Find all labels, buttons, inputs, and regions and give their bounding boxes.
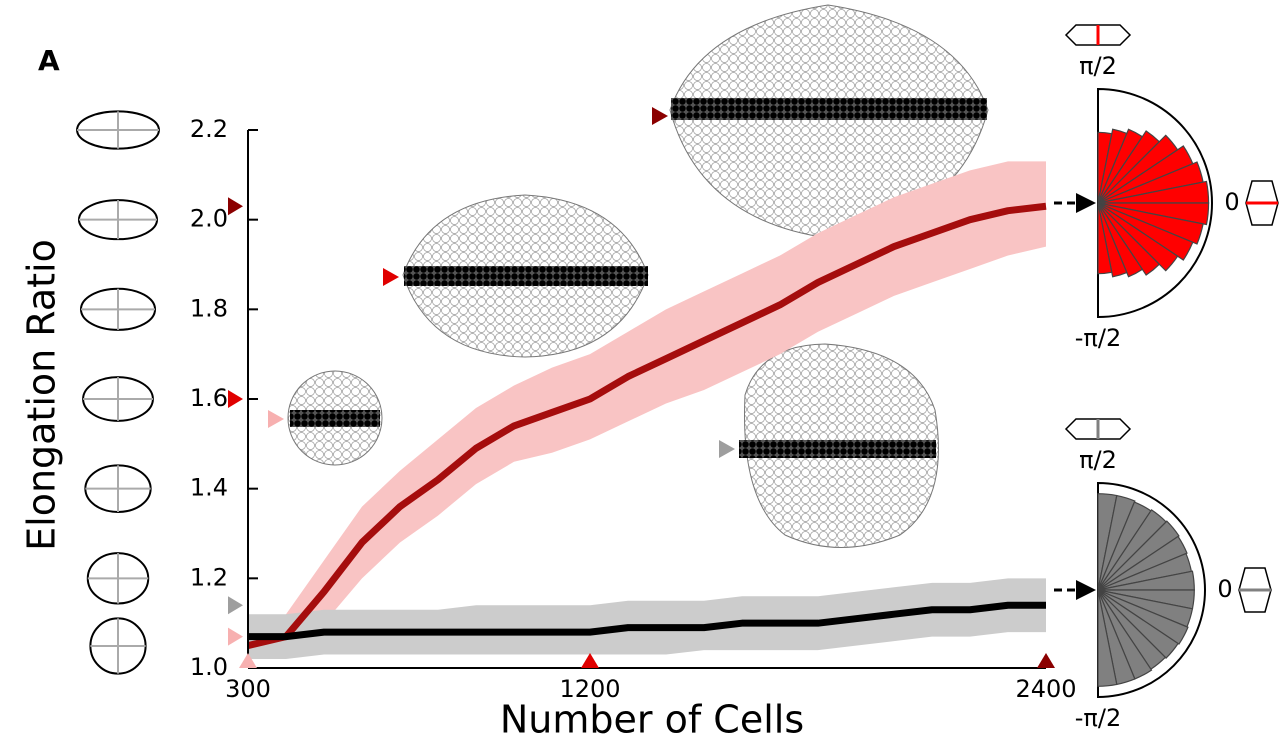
rose-petal bbox=[1097, 535, 1188, 591]
rose-label-bottom: -π/2 bbox=[1075, 704, 1121, 732]
band bbox=[248, 578, 1046, 660]
y-marker bbox=[228, 390, 243, 408]
rose-petal bbox=[1097, 520, 1180, 591]
x-tick-label: 1200 bbox=[559, 675, 620, 703]
rose-petal bbox=[1097, 589, 1179, 659]
y-marker bbox=[228, 197, 243, 216]
y-tick-label: 1.8 bbox=[190, 294, 228, 322]
x-marker bbox=[239, 653, 257, 668]
tissue-large bbox=[652, 4, 989, 239]
rose-label-right: 0 bbox=[1224, 188, 1239, 216]
x-axis-title: Number of Cells bbox=[500, 698, 804, 742]
rose-label-right: 0 bbox=[1217, 575, 1232, 603]
x-tick-label: 300 bbox=[225, 675, 271, 703]
x-marker bbox=[581, 653, 599, 668]
y-tick-label: 1.2 bbox=[190, 563, 228, 591]
tissue-round bbox=[719, 343, 939, 548]
line bbox=[247, 202, 1047, 649]
y-axis-title: Elongation Ratio bbox=[20, 239, 64, 551]
rose-label-top: π/2 bbox=[1079, 52, 1117, 80]
band bbox=[248, 161, 1046, 660]
rose-petal bbox=[1097, 202, 1161, 276]
arrow-head bbox=[1076, 580, 1096, 600]
rose-label-bottom: -π/2 bbox=[1075, 324, 1121, 352]
panel-label: A bbox=[38, 44, 60, 77]
rose-petal bbox=[1097, 202, 1144, 278]
rose-petal bbox=[1097, 589, 1189, 645]
line bbox=[248, 601, 1046, 641]
rose-petal bbox=[1097, 202, 1194, 261]
tissue-images bbox=[268, 4, 989, 548]
y-tick-label: 1.4 bbox=[190, 474, 228, 502]
y-tick-label: 2.2 bbox=[190, 115, 228, 143]
tissue-small bbox=[268, 370, 383, 466]
rose-petal bbox=[1097, 589, 1118, 687]
arrow-head bbox=[1076, 193, 1096, 213]
y-tick-label: 1.6 bbox=[190, 384, 228, 412]
rose-petal bbox=[1097, 202, 1128, 278]
y-marker bbox=[228, 627, 243, 646]
y-marker bbox=[228, 596, 243, 615]
x-tick-label: 2400 bbox=[1015, 675, 1076, 703]
y-tick-label: 2.0 bbox=[190, 205, 228, 233]
rose-label-top: π/2 bbox=[1079, 446, 1117, 474]
tissue-medium bbox=[383, 194, 649, 358]
y-tick-label: 1.0 bbox=[190, 653, 228, 681]
rose-petal bbox=[1097, 202, 1113, 275]
rose-petal bbox=[1097, 202, 1179, 272]
x-marker bbox=[1037, 653, 1055, 668]
